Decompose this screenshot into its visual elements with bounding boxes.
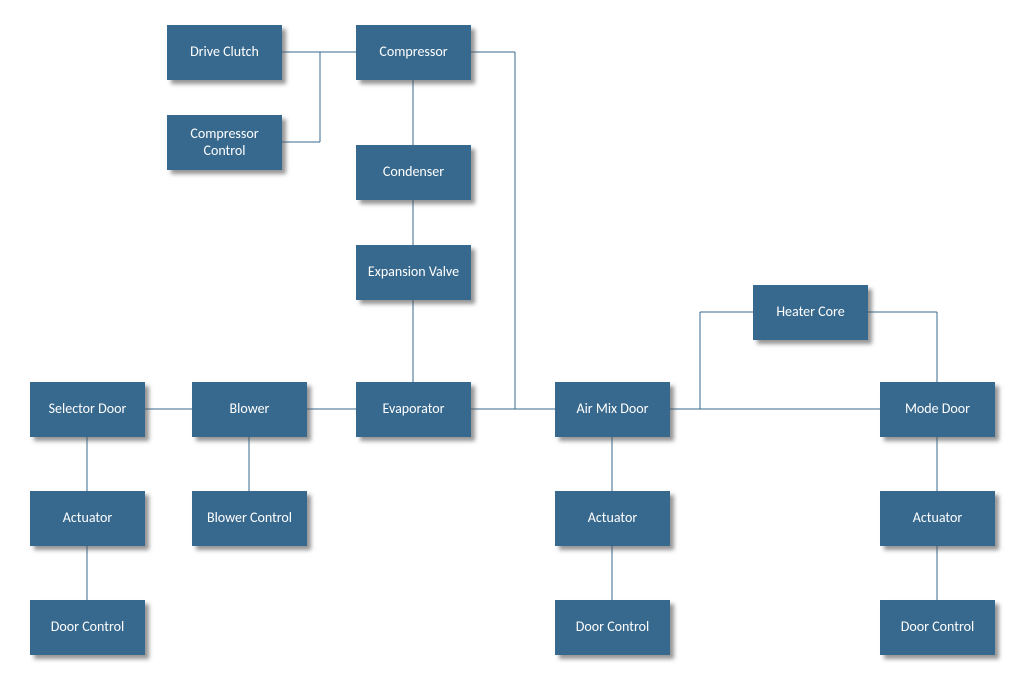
node-door-control-sd: Door Control: [30, 600, 145, 655]
label: Air Mix Door: [576, 401, 648, 418]
label: Actuator: [913, 510, 962, 527]
node-expansion-valve: Expansion Valve: [356, 245, 471, 300]
label: Evaporator: [382, 401, 444, 418]
label: Drive Clutch: [190, 44, 259, 61]
label: Door Control: [901, 619, 974, 636]
label: Expansion Valve: [368, 264, 459, 281]
node-compressor: Compressor: [356, 25, 471, 80]
label: Door Control: [576, 619, 649, 636]
node-actuator-md: Actuator: [880, 491, 995, 546]
label: Heater Core: [776, 304, 844, 321]
node-blower-control: Blower Control: [192, 491, 307, 546]
node-mode-door: Mode Door: [880, 382, 995, 437]
node-door-control-md: Door Control: [880, 600, 995, 655]
edges-layer: [0, 0, 1017, 681]
label: Blower Control: [207, 510, 292, 527]
node-evaporator: Evaporator: [356, 382, 471, 437]
label: Selector Door: [49, 401, 127, 418]
node-blower: Blower: [192, 382, 307, 437]
node-actuator-sd: Actuator: [30, 491, 145, 546]
node-heater-core: Heater Core: [753, 285, 868, 340]
label: Compressor Control: [171, 126, 278, 160]
node-actuator-amd: Actuator: [555, 491, 670, 546]
node-condenser: Condenser: [356, 145, 471, 200]
label: Actuator: [588, 510, 637, 527]
diagram-canvas: Drive Clutch Compressor Compressor Contr…: [0, 0, 1017, 681]
label: Actuator: [63, 510, 112, 527]
node-selector-door: Selector Door: [30, 382, 145, 437]
node-compressor-control: Compressor Control: [167, 115, 282, 170]
node-door-control-amd: Door Control: [555, 600, 670, 655]
label: Mode Door: [905, 401, 970, 418]
node-air-mix-door: Air Mix Door: [555, 382, 670, 437]
label: Condenser: [383, 164, 444, 181]
label: Door Control: [51, 619, 124, 636]
label: Compressor: [379, 44, 447, 61]
label: Blower: [230, 401, 270, 418]
node-drive-clutch: Drive Clutch: [167, 25, 282, 80]
